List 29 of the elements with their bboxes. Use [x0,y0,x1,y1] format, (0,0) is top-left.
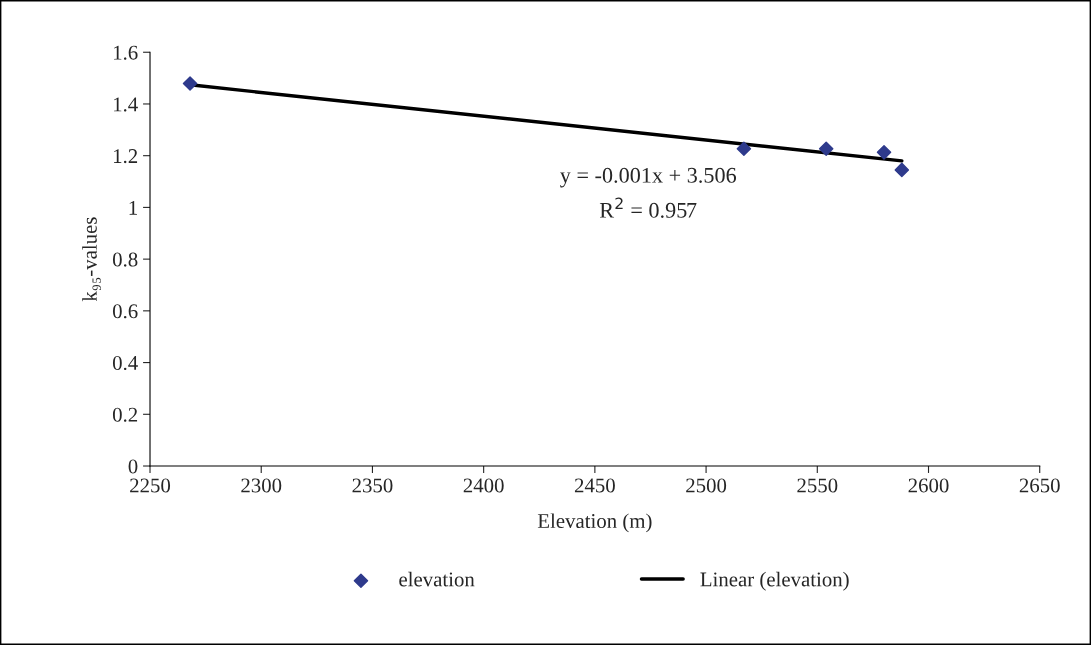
y-tick-label: 1.4 [114,97,138,112]
point [876,145,892,160]
x-tick-label: 2550 [797,478,838,493]
x-tick-label: 2400 [463,478,504,493]
annotation: R$^{2}$ = 0.957 [599,197,697,218]
x-axis-title: Elevation (m) [537,513,652,533]
point [894,162,910,178]
x-tick-label: 2300 [241,478,282,493]
x-tick-label: 2650 [1019,478,1060,493]
y-tick-label: 0.4 [112,355,138,371]
legend-label: elevation [399,571,475,587]
x-tick-label: 2500 [686,478,727,493]
x-tick-label: 2250 [130,478,171,493]
y-tick-label: 1 [129,200,137,215]
y-tick-label: 0.8 [112,252,138,267]
y-tick-label: 1.6 [114,45,138,60]
y-tick-label: 1.2 [114,149,138,164]
annotation: y = -0.001x + 3.506 [560,167,737,188]
x-tick-label: 2350 [352,478,393,493]
y-tick-label: 0 [128,459,138,474]
y-tick-label: 0.2 [112,407,138,422]
legend-label: Linear (elevation) [700,571,849,591]
point [182,76,198,91]
y-axis-title: k₉₅-values [82,217,101,302]
y-tick-label: 0.6 [112,304,138,319]
x-tick-label: 2450 [574,478,615,493]
point [818,141,834,156]
point [736,141,752,156]
x-tick-label: 2600 [908,478,949,493]
